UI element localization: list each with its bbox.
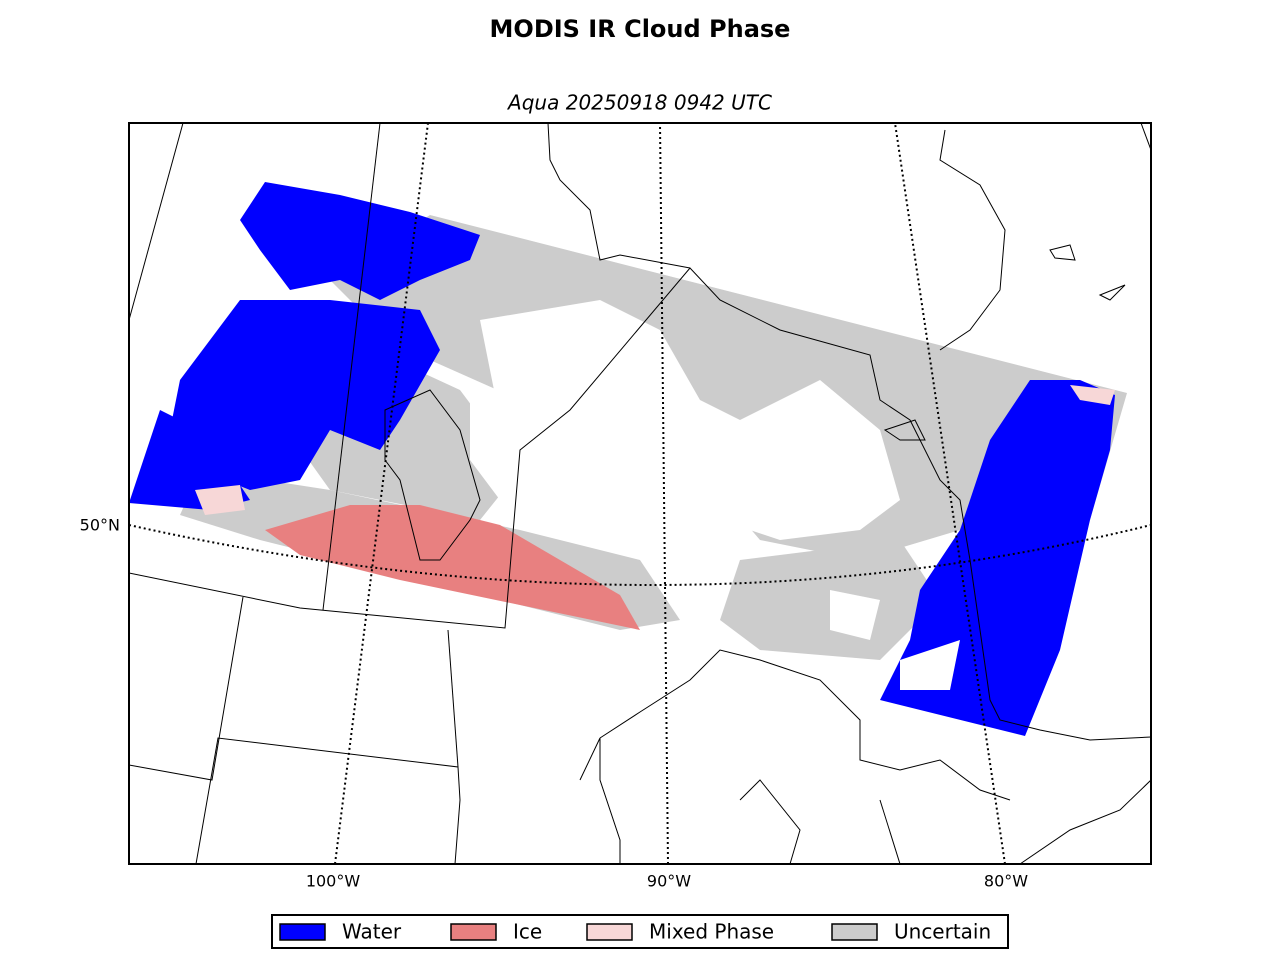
ice-area <box>265 505 640 630</box>
lon-label: 80°W <box>984 872 1028 891</box>
legend: Water Ice Mixed Phase Uncertain <box>279 920 991 944</box>
legend-swatch <box>450 923 497 941</box>
coastlines <box>129 123 1151 864</box>
legend-swatch <box>586 923 633 941</box>
legend-swatch <box>831 923 878 941</box>
water-area <box>129 182 1115 736</box>
legend-label: Uncertain <box>894 920 991 944</box>
legend-swatch <box>279 923 326 941</box>
legend-box <box>271 914 1009 949</box>
subtitle: Aqua 20250918 0942 UTC <box>506 91 772 115</box>
legend-label: Mixed Phase <box>649 920 774 944</box>
title: MODIS IR Cloud Phase <box>490 15 791 43</box>
lat-label: 50°N <box>80 516 120 535</box>
legend-label: Water <box>342 920 402 944</box>
lon-label: 90°W <box>647 872 691 891</box>
clear-area <box>470 300 960 690</box>
mixed-area <box>195 385 1115 515</box>
lon-label: 100°W <box>306 872 361 891</box>
legend-label: Ice <box>513 920 542 944</box>
map-area <box>129 123 1151 864</box>
graticule <box>129 123 1151 864</box>
map-frame <box>128 122 1152 865</box>
